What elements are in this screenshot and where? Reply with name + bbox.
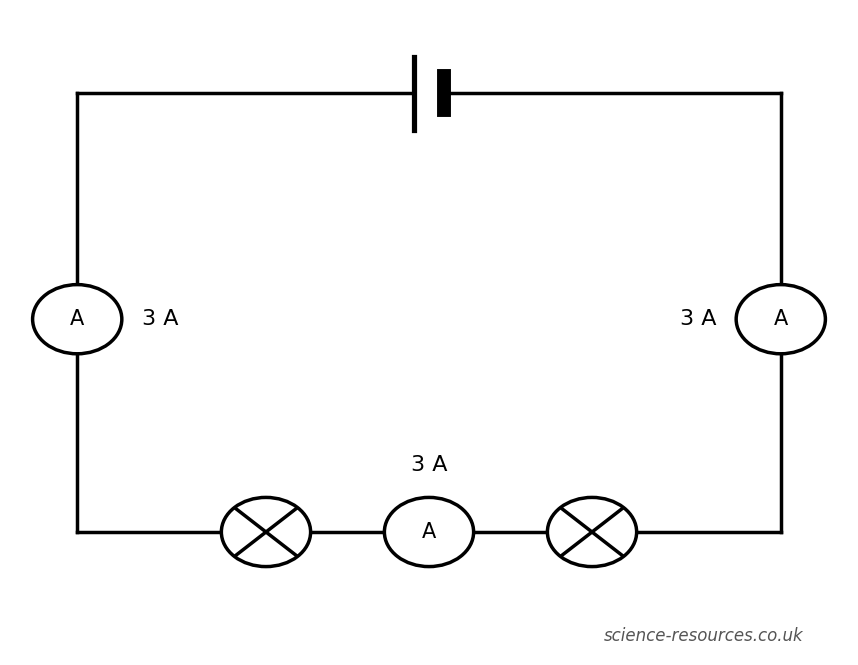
Circle shape bbox=[33, 285, 122, 354]
Circle shape bbox=[384, 497, 474, 567]
Circle shape bbox=[547, 497, 637, 567]
Text: A: A bbox=[70, 309, 84, 329]
Text: 3 A: 3 A bbox=[680, 309, 716, 329]
Circle shape bbox=[221, 497, 311, 567]
Text: science-resources.co.uk: science-resources.co.uk bbox=[604, 627, 803, 645]
Text: A: A bbox=[774, 309, 788, 329]
Text: A: A bbox=[422, 522, 436, 542]
Text: 3 A: 3 A bbox=[411, 456, 447, 475]
Circle shape bbox=[736, 285, 825, 354]
Text: 3 A: 3 A bbox=[142, 309, 178, 329]
